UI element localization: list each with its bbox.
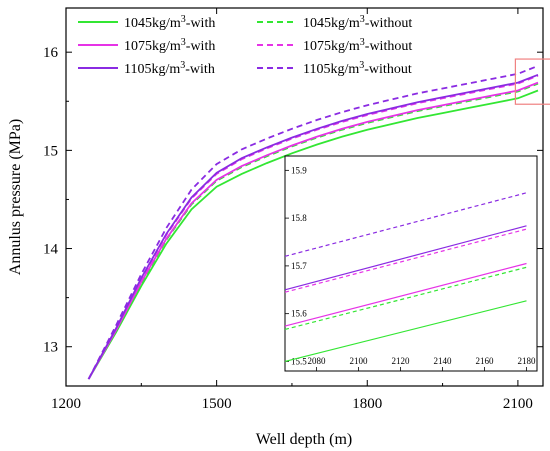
series-line-1105kg-m3-with — [87, 73, 539, 380]
y-axis-label: Annulus pressure (MPa) — [7, 119, 24, 275]
inset-x-ticks: 2080 2100 2120 2140 2160 2180 — [308, 356, 537, 371]
inset-y-tick-label: 15.5 — [291, 356, 307, 366]
inset-x-tick-label: 2160 — [476, 356, 495, 366]
inset-x-tick-label: 2120 — [392, 356, 411, 366]
y-tick-label: 15 — [43, 143, 58, 159]
legend-label: 1075kg/m3-without — [303, 37, 412, 55]
series-line-1105kg-m3-without — [87, 65, 539, 380]
legend-entry-1075kg-m3-with: 1075kg/m3-with — [78, 37, 215, 55]
legend-entry-1045kg-m3-without: 1045kg/m3-without — [257, 14, 412, 32]
legend-label: 1105kg/m3-without — [303, 60, 412, 78]
series-line-1045kg-m3-without — [87, 82, 539, 380]
x-tick-label: 1200 — [51, 396, 81, 412]
legend-label: 1075kg/m3-with — [124, 37, 215, 55]
legend-label-superscript: 3 — [181, 37, 186, 48]
legend-label-superscript: 3 — [360, 14, 365, 25]
main-plot: 1200 1500 1800 2100 13 14 15 16 — [43, 7, 550, 412]
inset-lines — [284, 192, 527, 362]
inset-y-ticks: 15.5 15.6 15.7 15.8 15.9 — [285, 165, 307, 366]
x-tick-label: 2100 — [503, 396, 533, 412]
legend-label-superscript: 3 — [360, 37, 365, 48]
main-plot-frame — [65, 7, 544, 387]
inset-series-line-1045kg-m3-with — [284, 300, 527, 362]
main-x-ticks: 1200 1500 1800 2100 — [51, 8, 533, 412]
y-tick-label: 13 — [43, 340, 58, 356]
series-line-1075kg-m3-with — [87, 81, 539, 380]
inset-y-tick-label: 15.8 — [291, 213, 307, 223]
legend-label-base: 1045kg/m — [124, 16, 181, 31]
legend-label-base: 1075kg/m — [303, 39, 360, 54]
legend-label-base: 1105kg/m — [303, 62, 359, 77]
inset-series-line-1105kg-m3-with — [284, 225, 527, 291]
legend-entry-1075kg-m3-without: 1075kg/m3-without — [257, 37, 412, 55]
legend-label-base: 1045kg/m — [303, 16, 360, 31]
legend-label-suffix: -with — [186, 39, 216, 54]
inset-y-tick-label: 15.7 — [291, 261, 307, 271]
legend-label: 1045kg/m3-without — [303, 14, 412, 32]
x-tick-label: 1800 — [352, 396, 382, 412]
inset-x-tick-label: 2080 — [308, 356, 327, 366]
x-tick-label: 1500 — [202, 396, 232, 412]
legend-label-suffix: -without — [365, 39, 413, 54]
legend-label-superscript: 3 — [359, 60, 364, 71]
x-axis-label: Well depth (m) — [256, 431, 352, 448]
legend-label: 1105kg/m3-with — [124, 60, 215, 78]
legend-entry-1105kg-m3-with: 1105kg/m3-with — [78, 60, 215, 78]
legend-label-base: 1075kg/m — [124, 39, 181, 54]
inset-y-tick-label: 15.6 — [291, 309, 307, 319]
inset-y-tick-label: 15.9 — [291, 165, 307, 175]
legend-label-suffix: -with — [186, 16, 216, 31]
legend-label-base: 1105kg/m — [124, 62, 180, 77]
main-lines — [87, 65, 539, 380]
legend-entry-1045kg-m3-with: 1045kg/m3-with — [78, 14, 215, 32]
legend-label-suffix: -without — [365, 16, 413, 31]
main-y-ticks: 13 14 15 16 — [43, 45, 543, 356]
inset-x-tick-label: 2140 — [434, 356, 453, 366]
legend-label-suffix: -without — [364, 62, 412, 77]
series-line-1045kg-m3-with — [87, 89, 539, 380]
zoom-highlight-box — [514, 58, 550, 105]
legend-label-suffix: -with — [185, 62, 215, 77]
inset-plot-frame — [284, 155, 538, 372]
inset-x-tick-label: 2100 — [350, 356, 369, 366]
y-tick-label: 14 — [43, 242, 59, 258]
legend-label-superscript: 3 — [180, 60, 185, 71]
legend-label-superscript: 3 — [181, 14, 186, 25]
legend: 1045kg/m3-with 1045kg/m3-without1075kg/m3… — [78, 14, 412, 78]
legend-entry-1105kg-m3-without: 1105kg/m3-without — [257, 60, 412, 78]
inset-series-line-1075kg-m3-with — [284, 262, 527, 327]
y-tick-label: 16 — [43, 45, 59, 61]
legend-label: 1045kg/m3-with — [124, 14, 215, 32]
inset-plot: 2080 2100 2120 2140 2160 2180 15.515.615.715.… — [284, 155, 538, 372]
inset-x-tick-label: 2180 — [518, 356, 537, 366]
